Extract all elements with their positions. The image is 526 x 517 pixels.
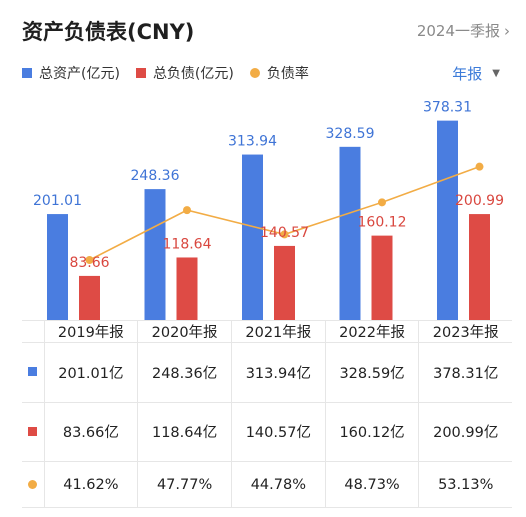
bar-assets: [242, 154, 263, 320]
data-label-assets: 313.94: [228, 134, 277, 150]
period-selector[interactable]: 2024一季报 ›: [417, 20, 510, 41]
frequency-label: 年报: [452, 65, 483, 83]
legend-swatch-ratio: [249, 68, 260, 78]
legend-item-assets[interactable]: 总资产(亿元): [22, 63, 120, 83]
data-label-liabilities: 83.66: [69, 255, 109, 271]
legend-label-assets: 总资产(亿元): [39, 66, 120, 82]
table-cell: 47.77%: [137, 461, 232, 508]
data-label-liabilities: 200.99: [455, 193, 504, 209]
table-cell: 248.36亿: [137, 342, 232, 403]
table-cell: 53.13%: [418, 461, 512, 508]
legend-swatch-liabilities: [135, 68, 146, 78]
table-cell: 200.99亿: [418, 402, 512, 462]
table-cell: 313.94亿: [230, 342, 326, 403]
ratio-point: [183, 206, 191, 215]
ratio-point: [280, 230, 289, 239]
legend-swatch-assets: [22, 68, 32, 78]
table-header-marker: [22, 321, 44, 343]
table-row-ratio: 41.62% 47.77% 44.78% 48.73% 53.13%: [22, 461, 512, 508]
data-label-assets: 378.31: [423, 100, 472, 116]
table-cell: 44.78%: [230, 461, 326, 508]
bar-assets: [47, 214, 68, 320]
table-cell: 201.01亿: [43, 342, 138, 403]
bar-liabilities: [176, 257, 198, 320]
legend-label-liabilities: 总负债(亿元): [152, 66, 234, 82]
ratio-point: [378, 198, 386, 207]
table-header-cell: 2022年报: [324, 321, 419, 343]
table-cell: 328.59亿: [324, 342, 419, 403]
period-label: 2024一季报: [416, 22, 500, 40]
table-cell: 41.62%: [43, 461, 138, 508]
table-header-cell: 2021年报: [230, 321, 326, 343]
table-header-cell: 2019年报: [43, 321, 138, 343]
chart-legend: 总资产(亿元) 总负债(亿元) 负债率: [22, 63, 325, 83]
header: 资产负债表(CNY) 2024一季报 ›: [0, 0, 526, 56]
data-label-assets: 248.36: [131, 168, 180, 184]
bar-liabilities: [79, 275, 100, 320]
dot-marker-icon: [28, 479, 38, 489]
table-cell: 140.57亿: [230, 402, 326, 462]
bar-liabilities: [371, 235, 393, 320]
page-title: 资产负债表(CNY): [22, 20, 195, 44]
legend-item-liabilities[interactable]: 总负债(亿元): [135, 63, 234, 83]
data-label-liabilities: 140.57: [260, 225, 309, 241]
table-header-row: 2019年报 2020年报 2021年报 2022年报 2023年报: [22, 321, 512, 343]
data-label-liabilities: 118.64: [163, 236, 212, 252]
table-cell: 378.31亿: [418, 342, 512, 403]
square-marker-icon: [28, 367, 38, 377]
table-header-cell: 2023年报: [418, 321, 512, 343]
data-label-assets: 328.59: [326, 126, 375, 142]
bar-assets: [144, 189, 166, 320]
ratio-point: [475, 162, 484, 171]
row-marker-ratio: [22, 461, 44, 508]
ratio-point: [85, 256, 94, 264]
data-label-assets: 201.01: [33, 193, 82, 209]
row-marker-liabilities: [22, 402, 44, 462]
caret-down-icon: ▼: [492, 68, 500, 79]
bar-assets: [339, 146, 361, 320]
table-cell: 48.73%: [324, 461, 419, 508]
square-marker-icon: [28, 426, 38, 436]
table-header-cell: 2020年报: [137, 321, 232, 343]
legend-item-ratio[interactable]: 负债率: [249, 63, 309, 83]
row-marker-assets: [22, 342, 44, 403]
legend-label-ratio: 负债率: [266, 66, 309, 82]
table-row-liabilities: 83.66亿 118.64亿 140.57亿 160.12亿 200.99亿: [22, 402, 512, 462]
data-label-liabilities: 160.12: [358, 215, 407, 231]
chevron-right-icon: ›: [504, 21, 510, 40]
data-table: 2019年报 2020年报 2021年报 2022年报 2023年报 201.0…: [22, 320, 512, 508]
frequency-dropdown[interactable]: 年报 ▼: [452, 63, 500, 84]
table-cell: 160.12亿: [324, 402, 419, 462]
table-row-assets: 201.01亿 248.36亿 313.94亿 328.59亿 378.31亿: [22, 342, 512, 403]
balance-chart: 201.01 83.66 248.36 118.64 313.94 140.57 328.5…: [33, 100, 504, 320]
table-cell: 118.64亿: [137, 402, 232, 462]
bar-liabilities: [274, 245, 295, 320]
table-cell: 83.66亿: [43, 402, 138, 462]
bar-assets: [437, 120, 458, 320]
bar-liabilities: [469, 214, 490, 320]
